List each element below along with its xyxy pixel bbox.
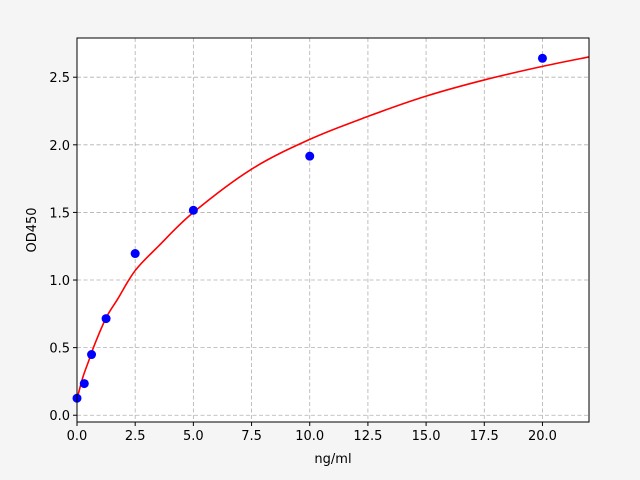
data-point — [101, 314, 111, 324]
ticks: 0.0 2.5 5.0 7.5 10.0 12.5 15.0 17.5 20.0 0.0 0.5 1.… — [49, 71, 557, 444]
x-tick-label: 15.0 — [412, 429, 441, 444]
y-tick-label: 0.5 — [49, 342, 70, 357]
data-point — [537, 53, 547, 63]
x-tick-label: 10.0 — [295, 429, 324, 444]
grid — [76, 38, 589, 422]
x-tick-label: 17.5 — [470, 429, 499, 444]
data-points — [72, 53, 547, 403]
data-point — [188, 205, 198, 215]
y-tick-label: 2.5 — [49, 71, 70, 86]
data-point — [130, 249, 140, 259]
y-tick-label: 1.5 — [49, 206, 70, 221]
y-axis-label: OD450 — [25, 207, 40, 252]
plot-area — [77, 38, 589, 422]
x-tick-label: 20.0 — [528, 429, 557, 444]
data-point — [79, 379, 89, 389]
x-tick-label: 7.5 — [241, 429, 262, 444]
x-tick-label: 5.0 — [183, 429, 204, 444]
plot-frame — [76, 37, 590, 423]
x-tick-label: 12.5 — [353, 429, 382, 444]
data-point — [87, 350, 97, 360]
y-tick-label: 1.0 — [49, 274, 70, 289]
y-tick-label: 2.0 — [49, 139, 70, 154]
x-axis-label: ng/ml — [314, 452, 351, 467]
x-tick-label: 2.5 — [125, 429, 146, 444]
x-tick-label: 0.0 — [67, 429, 88, 444]
y-tick-label: 0.0 — [49, 409, 70, 424]
data-point — [305, 151, 315, 161]
